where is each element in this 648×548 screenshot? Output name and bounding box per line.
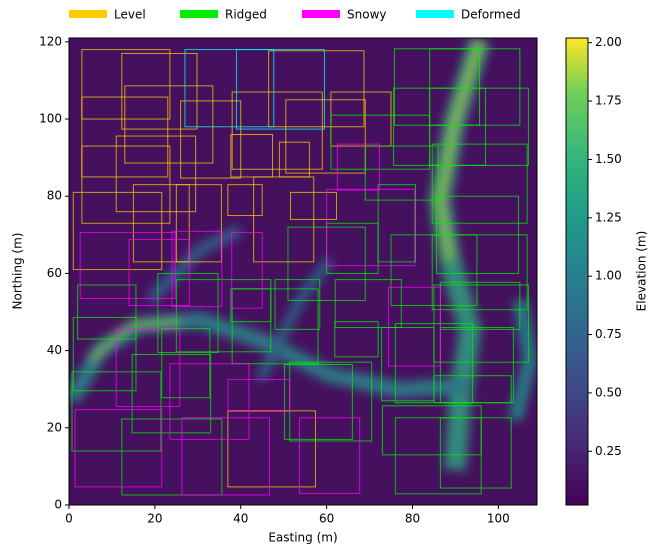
region-box	[284, 364, 353, 440]
region-box	[161, 328, 211, 399]
region-box	[128, 238, 190, 306]
region-box	[171, 230, 223, 308]
legend-swatch	[416, 10, 454, 18]
elevation-map	[69, 38, 537, 505]
region-box	[121, 418, 223, 496]
legend-label: Snowy	[347, 8, 386, 22]
colorbar-tick-label: 1.00	[595, 269, 622, 283]
x-axis-label: Easting (m)	[268, 531, 337, 545]
region-box	[115, 328, 181, 408]
region-box	[429, 48, 521, 126]
region-box	[381, 326, 435, 402]
region-box	[184, 49, 275, 128]
region-box	[299, 417, 361, 494]
region-box	[387, 286, 441, 367]
x-tick-label: 0	[65, 512, 73, 526]
region-box	[278, 141, 310, 178]
y-tick-label: 20	[47, 420, 62, 434]
region-box	[81, 96, 169, 178]
region-box	[394, 417, 482, 495]
region-box	[274, 279, 321, 330]
region-box	[175, 184, 222, 263]
y-tick-label: 40	[47, 343, 62, 357]
legend-swatch	[180, 10, 218, 18]
x-tick-label: 20	[147, 512, 162, 526]
legend-label: Ridged	[225, 8, 267, 22]
region-box	[169, 363, 250, 440]
region-box	[180, 100, 242, 179]
region-box	[157, 272, 219, 354]
colorbar-tick-label: 0.50	[595, 385, 622, 399]
colorbar-tick-label: 0.25	[595, 444, 622, 458]
plot-frame	[68, 37, 538, 506]
colorbar-tick-label: 1.75	[595, 94, 622, 108]
colorbar-tick-label: 2.00	[595, 35, 622, 49]
colorbar-tick-label: 1.50	[595, 152, 622, 166]
y-tick-label: 0	[54, 498, 62, 512]
region-box	[235, 49, 325, 130]
region-box	[72, 191, 163, 271]
region-box	[290, 191, 337, 220]
x-tick-label: 100	[487, 512, 510, 526]
x-tick-label: 80	[405, 512, 420, 526]
colorbar	[565, 37, 589, 506]
region-box	[74, 409, 163, 488]
region-box	[79, 232, 176, 300]
region-box	[431, 234, 528, 311]
y-tick-label: 100	[39, 112, 62, 126]
region-box	[121, 52, 198, 130]
region-box	[227, 184, 263, 217]
region-box	[433, 284, 529, 363]
y-axis-label: Northing (m)	[11, 233, 25, 310]
region-box	[334, 321, 379, 358]
region-box	[364, 145, 439, 201]
region-box	[124, 85, 214, 164]
y-tick-label: 60	[47, 266, 62, 280]
region-box	[439, 417, 512, 489]
region-box	[132, 184, 190, 263]
region-box	[230, 133, 274, 178]
region-box	[81, 49, 171, 120]
region-box	[285, 99, 366, 174]
region-box	[330, 114, 431, 170]
region-box	[231, 232, 263, 309]
region-box	[334, 279, 402, 328]
region-box	[181, 417, 271, 496]
region-box	[115, 135, 197, 213]
colorbar-tick-label: 0.75	[595, 327, 622, 341]
boxes	[71, 48, 529, 496]
y-tick-label: 80	[47, 189, 62, 203]
region-box	[431, 143, 528, 224]
region-box	[433, 375, 512, 404]
x-tick-label: 60	[319, 512, 334, 526]
region-box	[227, 379, 291, 413]
region-box	[336, 143, 380, 191]
region-box	[230, 288, 272, 323]
colorbar-tick-label: 1.25	[595, 210, 622, 224]
region-box	[231, 91, 323, 170]
legend-label: Level	[114, 8, 146, 22]
region-box	[77, 284, 137, 340]
region-box	[268, 50, 365, 128]
legend-swatch	[69, 10, 107, 18]
region-box	[131, 353, 212, 434]
region-box	[227, 410, 316, 488]
y-tick-label: 120	[39, 34, 62, 48]
x-tick-label: 40	[233, 512, 248, 526]
region-box	[326, 188, 416, 267]
colorbar-label: Elevation (m)	[635, 231, 648, 312]
legend-swatch	[302, 10, 340, 18]
legend-label: Deformed	[461, 8, 521, 22]
